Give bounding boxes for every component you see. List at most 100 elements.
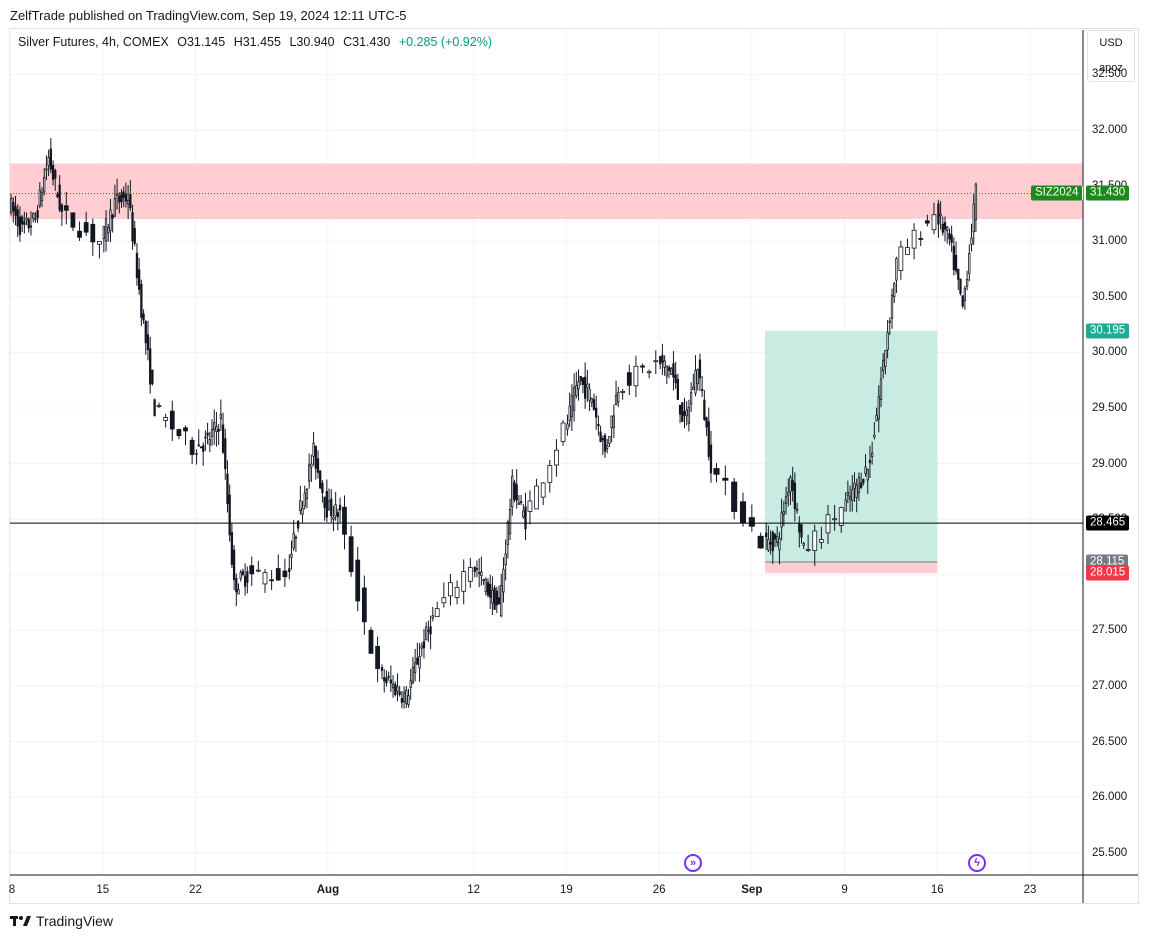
candle-body — [515, 484, 518, 501]
candle-body — [506, 521, 510, 546]
candle-body — [570, 395, 574, 417]
candle-body — [310, 463, 313, 468]
candle-body — [475, 567, 479, 570]
candle-body — [713, 468, 720, 475]
candle-body — [149, 348, 152, 385]
candle-body — [416, 657, 419, 665]
candle-body — [937, 203, 940, 225]
candle-body — [16, 209, 19, 227]
candle-body — [534, 485, 539, 510]
candle-body — [769, 542, 772, 545]
price-tick-label: 29.500 — [1092, 402, 1128, 415]
date-tick-label: Sep — [741, 884, 763, 896]
candle-body — [599, 431, 602, 443]
candle-body — [554, 449, 559, 466]
candle-body — [275, 568, 281, 581]
candle-body — [325, 491, 328, 518]
candle-body — [385, 677, 388, 684]
candle-body — [60, 204, 64, 212]
candle-body — [122, 191, 125, 198]
candle-body — [931, 214, 937, 231]
candle-body — [29, 225, 33, 228]
candle-body — [493, 587, 496, 610]
candle-body — [195, 453, 198, 455]
candle-body — [782, 511, 785, 515]
candle-body — [954, 254, 958, 272]
candle-body — [391, 683, 395, 689]
candle-body — [133, 228, 136, 244]
candle-body — [461, 571, 467, 592]
candle-body — [269, 579, 275, 582]
candle-body — [25, 217, 28, 221]
candle-body — [519, 501, 523, 504]
candle-body — [239, 571, 242, 579]
candle-body — [255, 569, 261, 572]
candle-body — [692, 386, 695, 390]
candle-body — [296, 520, 300, 529]
candle-body — [853, 482, 856, 489]
candle-body — [678, 404, 682, 415]
candle-body — [689, 391, 693, 405]
candle-body — [924, 220, 930, 224]
candle-body — [334, 504, 337, 517]
candle-body — [844, 499, 847, 512]
candle-body — [670, 368, 673, 375]
candle-body — [135, 253, 139, 278]
candle-body — [798, 522, 801, 533]
candle-body — [224, 438, 227, 470]
candle-body — [676, 379, 680, 400]
candle-body — [434, 608, 440, 618]
footer-brand: TradingView — [10, 913, 113, 929]
candle-body — [176, 429, 182, 437]
loss-zone — [765, 562, 938, 574]
candle-body — [859, 482, 863, 489]
date-tick-label: Aug — [316, 884, 340, 896]
candle-body — [303, 492, 306, 507]
candle-body — [709, 444, 713, 474]
candle-body — [484, 578, 487, 593]
candle-body — [380, 667, 384, 671]
candle-body — [608, 435, 611, 444]
candle-body — [431, 615, 434, 619]
candle-body — [606, 445, 609, 449]
candle-body — [575, 385, 578, 396]
candle-body — [502, 568, 505, 593]
candle-body — [722, 477, 729, 481]
candle-body — [789, 476, 792, 493]
candle-body — [319, 470, 322, 489]
candle-body — [124, 193, 128, 202]
scale-mode-button[interactable]: apoz — [1099, 62, 1123, 74]
candle-body — [56, 193, 59, 198]
candle-body — [646, 371, 652, 374]
candle-body — [199, 446, 203, 449]
currency-button[interactable]: USD — [1099, 37, 1123, 49]
candle-body — [685, 409, 688, 417]
horizontal-line-price-tag: 28.465 — [1086, 515, 1130, 531]
price-tick-label: 25.500 — [1092, 846, 1128, 859]
candle-body — [400, 698, 404, 703]
candle-body — [249, 565, 255, 575]
candle-body — [146, 334, 150, 351]
candle-body — [355, 559, 361, 602]
candle-body — [868, 460, 872, 464]
candle-body — [342, 506, 347, 535]
candle-body — [855, 484, 858, 499]
candle-body — [398, 691, 401, 696]
candle-body — [36, 210, 39, 219]
candle-body — [63, 205, 69, 211]
candle-body — [653, 360, 659, 363]
candle-body — [131, 212, 134, 242]
date-tick-label: 16 — [930, 884, 944, 896]
candle-body — [866, 469, 869, 481]
lightning-icon[interactable]: ϟ — [968, 854, 986, 872]
legend-high: H31.455 — [233, 35, 281, 49]
candle-body — [504, 553, 507, 566]
fast-forward-icon[interactable]: » — [684, 854, 702, 872]
candle-body — [687, 406, 691, 424]
candle-body — [612, 415, 615, 428]
candle-body — [812, 530, 818, 551]
candle-body — [375, 646, 380, 670]
candle-body — [407, 695, 410, 706]
candle-body — [467, 567, 473, 582]
